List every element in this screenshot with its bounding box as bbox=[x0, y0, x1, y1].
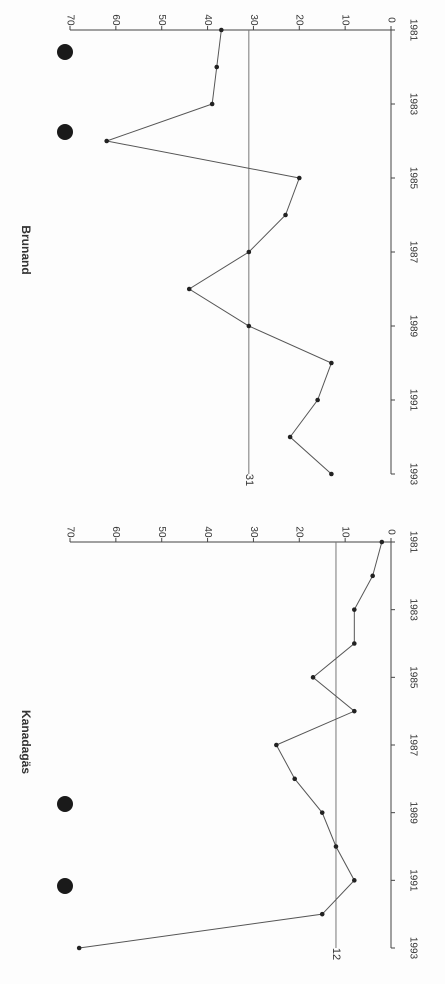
data-point bbox=[219, 27, 224, 33]
data-point bbox=[296, 175, 302, 181]
value-tick-label: 0 bbox=[385, 529, 396, 535]
year-tick-label: 1983 bbox=[407, 599, 418, 622]
value-tick-label: 0 bbox=[385, 17, 396, 23]
year-tick-label: 1991 bbox=[407, 869, 418, 892]
chart-title: Brunand bbox=[19, 225, 33, 274]
chart-title: Kanadagäs bbox=[19, 710, 33, 774]
value-tick-label: 10 bbox=[340, 526, 351, 538]
data-point bbox=[333, 844, 339, 849]
data-point bbox=[370, 573, 375, 579]
data-point bbox=[274, 742, 279, 748]
data-point bbox=[76, 945, 82, 951]
data-point bbox=[214, 64, 220, 70]
data-point bbox=[319, 911, 325, 917]
value-tick-label: 70 bbox=[64, 14, 75, 26]
data-point bbox=[246, 249, 252, 255]
chart-1: 0 10 20 30 40 50 60 70 1981 1983 1985 1987 1989 1991 1… bbox=[19, 526, 419, 960]
data-point bbox=[104, 138, 109, 144]
value-tick-label: 60 bbox=[110, 14, 121, 26]
reference-label: 12 bbox=[330, 948, 342, 960]
data-point bbox=[352, 708, 357, 714]
reference-label: 31 bbox=[243, 474, 255, 486]
hole-punch bbox=[57, 878, 73, 894]
value-tick-label: 10 bbox=[340, 14, 351, 26]
year-tick-label: 1985 bbox=[407, 666, 418, 689]
hole-punch bbox=[57, 796, 73, 812]
data-point bbox=[246, 323, 252, 329]
year-tick-label: 1993 bbox=[407, 937, 418, 960]
data-point bbox=[315, 397, 320, 403]
data-point bbox=[379, 539, 385, 545]
value-tick-label: 60 bbox=[110, 526, 121, 538]
hole-punch bbox=[57, 124, 73, 140]
data-point bbox=[287, 434, 293, 440]
hole-punch bbox=[57, 44, 73, 60]
data-point bbox=[292, 776, 298, 782]
year-tick-label: 1987 bbox=[407, 241, 418, 264]
year-tick-label: 1991 bbox=[407, 389, 418, 412]
data-point bbox=[186, 286, 192, 292]
year-tick-label: 1981 bbox=[407, 19, 418, 42]
series-line bbox=[104, 29, 333, 475]
year-tick-label: 1983 bbox=[407, 93, 418, 116]
year-tick-label: 1993 bbox=[407, 463, 418, 486]
data-point bbox=[352, 641, 357, 646]
data-point bbox=[319, 810, 325, 815]
data-point bbox=[283, 212, 288, 218]
value-tick-label: 40 bbox=[202, 526, 213, 538]
year-tick-label: 1987 bbox=[407, 734, 418, 757]
value-tick-label: 30 bbox=[248, 526, 259, 538]
value-tick-label: 50 bbox=[156, 14, 167, 26]
data-point bbox=[209, 101, 215, 107]
year-tick-label: 1985 bbox=[407, 167, 418, 190]
value-tick-label: 20 bbox=[294, 14, 305, 26]
year-tick-label: 1989 bbox=[407, 802, 418, 825]
data-point bbox=[329, 360, 334, 366]
data-point bbox=[310, 675, 316, 680]
year-tick-label: 1981 bbox=[407, 531, 418, 554]
value-tick-label: 40 bbox=[202, 14, 213, 26]
chart-2: 0 10 20 30 40 50 60 70 1981 1983 1985 1987 1989 1991 1… bbox=[19, 14, 419, 486]
year-tick-label: 1989 bbox=[407, 315, 418, 338]
value-tick-label: 50 bbox=[156, 526, 167, 538]
data-point bbox=[352, 878, 357, 883]
value-tick-label: 70 bbox=[64, 526, 75, 538]
data-point bbox=[329, 471, 334, 477]
value-tick-label: 20 bbox=[294, 526, 305, 538]
value-tick-label: 30 bbox=[248, 14, 259, 26]
data-point bbox=[352, 607, 357, 612]
